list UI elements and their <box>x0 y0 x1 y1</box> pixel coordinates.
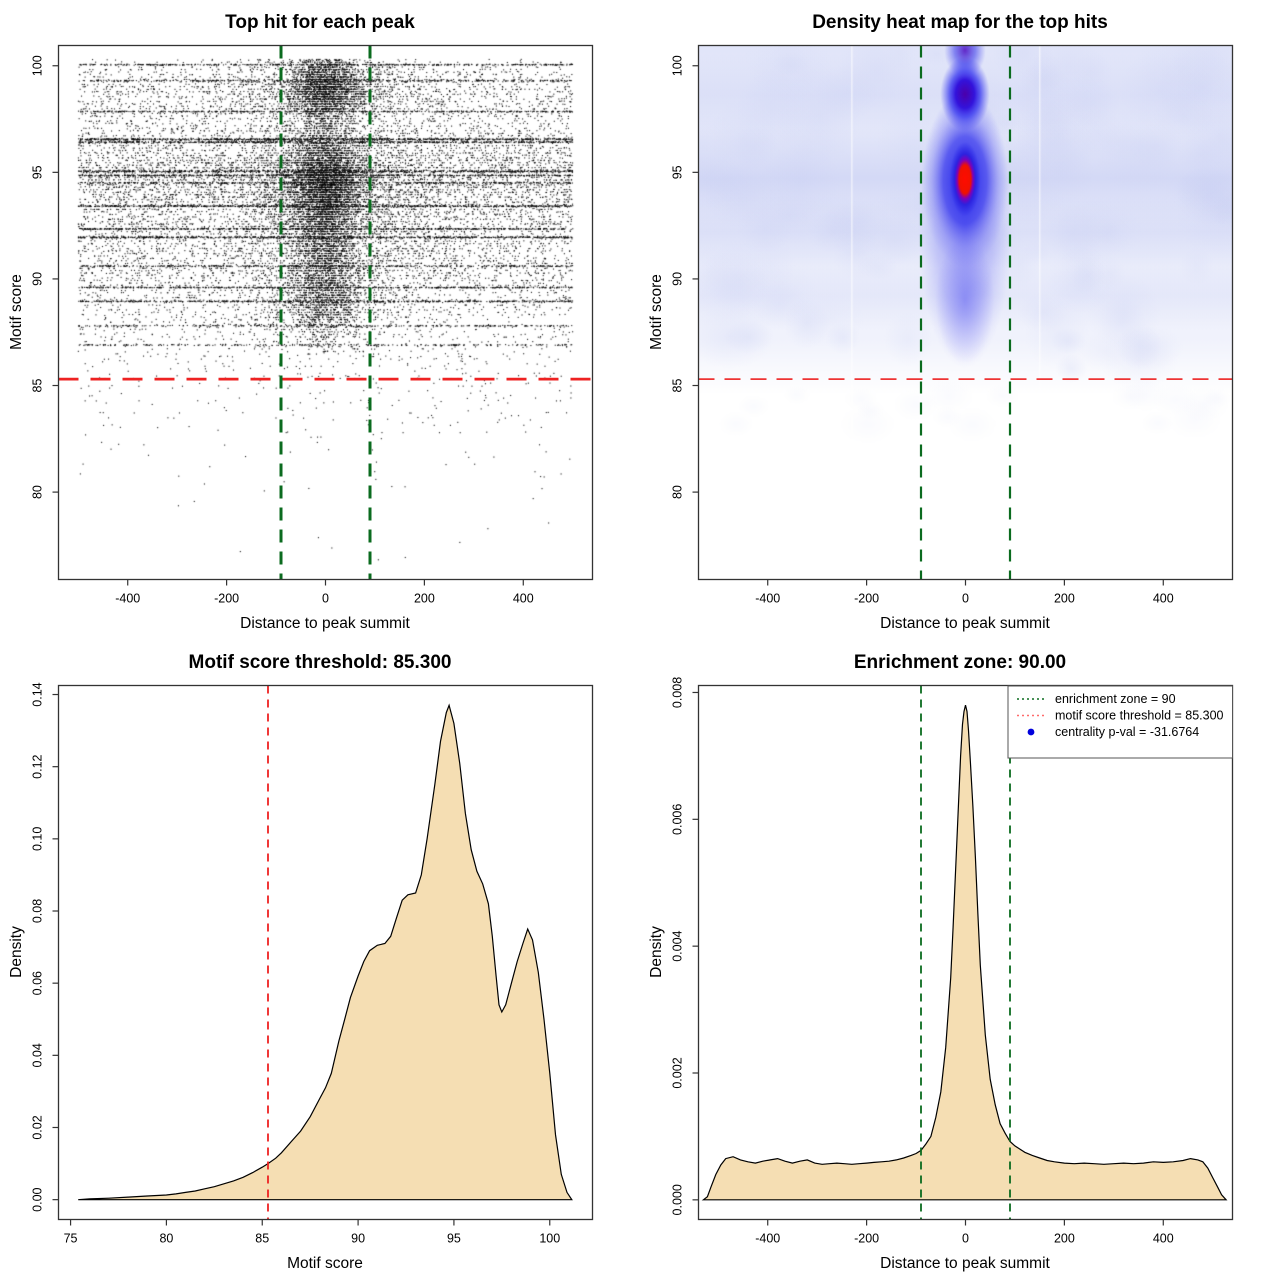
x-tick-label: 200 <box>1054 592 1075 606</box>
legend-label: motif score threshold = 85.300 <box>1055 709 1224 723</box>
x-axis-label: Distance to peak summit <box>240 615 410 632</box>
panel-density-heatmap: -400 -200 0 200 400 80 85 90 95 100 Density heat … <box>640 0 1280 640</box>
y-tick-label: 95 <box>31 165 45 179</box>
panel-title: Motif score threshold: 85.300 <box>188 652 452 673</box>
y-tick-label: 0.008 <box>671 677 685 708</box>
plot-box <box>697 44 1234 581</box>
plot-box <box>57 44 594 581</box>
y-axis-label: Density <box>8 926 25 978</box>
y-tick-label: 100 <box>31 55 45 76</box>
heatmap-canvas <box>698 45 1232 579</box>
legend-box <box>1007 685 1233 759</box>
x-axis-label: Distance to peak summit <box>880 615 1050 632</box>
x-tick-label: 0 <box>322 592 329 606</box>
y-tick-label: 80 <box>31 485 45 499</box>
panel-distance-density: -400 -200 0 200 400 0.000 0.002 0.004 0.006 0.008… <box>640 640 1280 1280</box>
y-tick-label: 0.004 <box>671 930 685 961</box>
panel-top-hit-scatter: -400 -200 0 200 400 80 85 90 95 100 Top hit for e… <box>0 0 640 640</box>
y-tick-label: 0.04 <box>31 1043 45 1067</box>
legend-swatch-dot <box>1027 728 1035 736</box>
x-tick-label: 400 <box>1153 592 1174 606</box>
y-tick-label: 0.08 <box>31 899 45 923</box>
axes-overlay: -400 -200 0 200 400 0.000 0.002 0.004 0.006 0.008… <box>671 677 1234 1246</box>
x-tick-label: -200 <box>854 1232 879 1246</box>
y-tick-label: 0.10 <box>31 827 45 851</box>
y-tick-label: 90 <box>671 272 685 286</box>
x-tick-label: -400 <box>115 592 140 606</box>
axes-overlay: -400 -200 0 200 400 80 85 90 95 100 <box>671 44 1234 606</box>
y-tick-label: 85 <box>31 379 45 393</box>
legend-item: centrality p-val = -31.6764 <box>1027 725 1199 739</box>
x-tick-label: -400 <box>755 592 780 606</box>
y-tick-label: 80 <box>671 485 685 499</box>
x-axis-label: Distance to peak summit <box>880 1255 1050 1272</box>
x-tick-label: 400 <box>1153 1232 1174 1246</box>
scatter-canvas <box>58 45 592 579</box>
y-tick-label: 0.06 <box>31 971 45 995</box>
panel-motif-score-density: 75 80 85 90 95 100 0.00 0.02 0.04 0.06 0.08 0.10 0.1… <box>0 640 640 1280</box>
x-tick-label: -400 <box>755 1232 780 1246</box>
y-tick-label: 85 <box>671 379 685 393</box>
y-tick-label: 0.000 <box>671 1184 685 1215</box>
y-axis-label: Motif score <box>648 274 665 350</box>
y-tick-label: 95 <box>671 165 685 179</box>
y-tick-label: 0.14 <box>31 682 45 706</box>
x-tick-label: 75 <box>64 1232 78 1246</box>
x-tick-label: -200 <box>854 592 879 606</box>
y-tick-label: 0.02 <box>31 1115 45 1139</box>
y-tick-label: 0.006 <box>671 804 685 835</box>
x-axis-label: Motif score <box>287 1255 363 1272</box>
y-tick-label: 100 <box>671 55 685 76</box>
legend-label: centrality p-val = -31.6764 <box>1055 725 1199 739</box>
x-tick-label: 95 <box>447 1232 461 1246</box>
x-tick-label: 80 <box>159 1232 173 1246</box>
density-curve <box>78 703 573 1201</box>
legend: enrichment zone = 90 motif score threshol… <box>1007 685 1233 759</box>
legend-item: motif score threshold = 85.300 <box>1017 709 1224 723</box>
y-axis-label: Density <box>648 926 665 978</box>
y-tick-label: 0.002 <box>671 1057 685 1088</box>
x-tick-label: 85 <box>255 1232 269 1246</box>
legend-item: enrichment zone = 90 <box>1017 692 1176 706</box>
panel-title: Top hit for each peak <box>225 12 415 33</box>
panel-title: Density heat map for the top hits <box>812 12 1108 33</box>
x-tick-label: 100 <box>539 1232 560 1246</box>
y-tick-label: 0.00 <box>31 1187 45 1211</box>
x-tick-label: 0 <box>962 592 969 606</box>
x-tick-label: 200 <box>414 592 435 606</box>
axes-overlay: -400 -200 0 200 400 80 85 90 95 100 <box>31 44 594 606</box>
x-tick-label: 0 <box>962 1232 969 1246</box>
density-curve <box>701 705 1228 1201</box>
y-axis-label: Motif score <box>8 274 25 350</box>
x-tick-label: -200 <box>214 592 239 606</box>
y-tick-label: 90 <box>31 272 45 286</box>
panel-title: Enrichment zone: 90.00 <box>853 652 1067 673</box>
x-tick-label: 400 <box>513 592 534 606</box>
axes-overlay: 75 80 85 90 95 100 0.00 0.02 0.04 0.06 0.08 0.10 0.1… <box>31 682 594 1246</box>
plot-box <box>57 684 594 1221</box>
y-tick-label: 0.12 <box>31 754 45 778</box>
x-tick-label: 90 <box>351 1232 365 1246</box>
legend-label: enrichment zone = 90 <box>1055 692 1176 706</box>
x-tick-label: 200 <box>1054 1232 1075 1246</box>
